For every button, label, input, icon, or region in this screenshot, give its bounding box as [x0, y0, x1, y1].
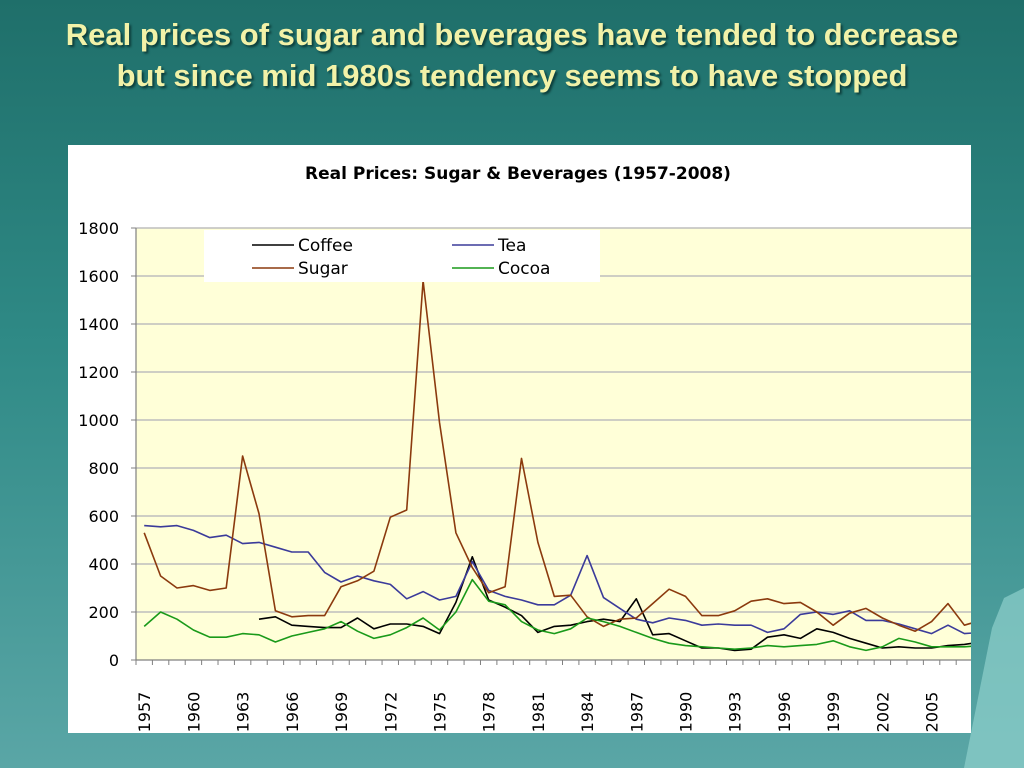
- x-axis-ticks: 1957 1960 1963 1966 1969 1972 1975 1978 1981 1984…: [135, 660, 957, 733]
- y-tick-label: 1800: [78, 219, 119, 238]
- x-tick-label: 2005: [923, 692, 942, 733]
- plot-area: [136, 228, 971, 660]
- series-sugar-line: [143, 280, 971, 632]
- x-tick-label: 1993: [726, 692, 745, 733]
- y-tick-label: 1400: [78, 315, 119, 334]
- x-tick-label: 2002: [873, 692, 892, 733]
- chart-title: Real Prices: Sugar & Beverages (1957-200…: [305, 164, 731, 184]
- x-tick-label: 1990: [677, 692, 696, 733]
- y-tick-label: 0: [109, 651, 119, 670]
- legend-label-cocoa: Cocoa: [498, 259, 550, 279]
- y-tick-label: 1200: [78, 363, 119, 382]
- series-tea-line: [144, 524, 971, 635]
- x-tick-label: 1981: [529, 692, 548, 733]
- iceberg-decoration: [964, 588, 1024, 768]
- legend-label-coffee: Coffee: [298, 236, 353, 256]
- x-tick-label: 1996: [775, 692, 794, 733]
- legend-box: [204, 230, 600, 282]
- y-tick-label: 600: [88, 507, 119, 526]
- chart-container: Real Prices: Sugar & Beverages (1957-200…: [68, 145, 971, 733]
- y-tick-label: 200: [88, 603, 119, 622]
- series-lines: [143, 280, 971, 652]
- legend-label-tea: Tea: [497, 236, 526, 256]
- y-tick-label: 800: [88, 459, 119, 478]
- legend: Coffee Tea Sugar Cocoa: [204, 230, 600, 282]
- series-cocoa-line: [143, 578, 971, 652]
- legend-label-sugar: Sugar: [298, 259, 348, 279]
- line-chart: Real Prices: Sugar & Beverages (1957-200…: [78, 164, 971, 733]
- y-tick-label: 1600: [78, 267, 119, 286]
- x-tick-label: 1960: [184, 692, 203, 733]
- x-tick-label: 1984: [578, 692, 597, 733]
- x-tick-label: 1978: [480, 692, 499, 733]
- x-tick-label: 1963: [234, 692, 253, 733]
- series-coffee-line: [258, 556, 971, 652]
- x-tick-label: 1987: [627, 692, 646, 733]
- y-tick-label: 400: [88, 555, 119, 574]
- x-tick-label: 1999: [824, 692, 843, 733]
- x-tick-label: 1972: [381, 692, 400, 733]
- x-tick-label: 1969: [332, 692, 351, 733]
- y-axis-ticks: 0 200 400 600 800 1000 1200 1400 1600 1800: [78, 219, 136, 670]
- x-tick-label: 1957: [135, 692, 154, 733]
- x-tick-label: 1975: [430, 692, 449, 733]
- slide-title: Real prices of sugar and beverages have …: [65, 17, 959, 93]
- y-tick-label: 1000: [78, 411, 119, 430]
- x-tick-label: 1966: [283, 692, 302, 733]
